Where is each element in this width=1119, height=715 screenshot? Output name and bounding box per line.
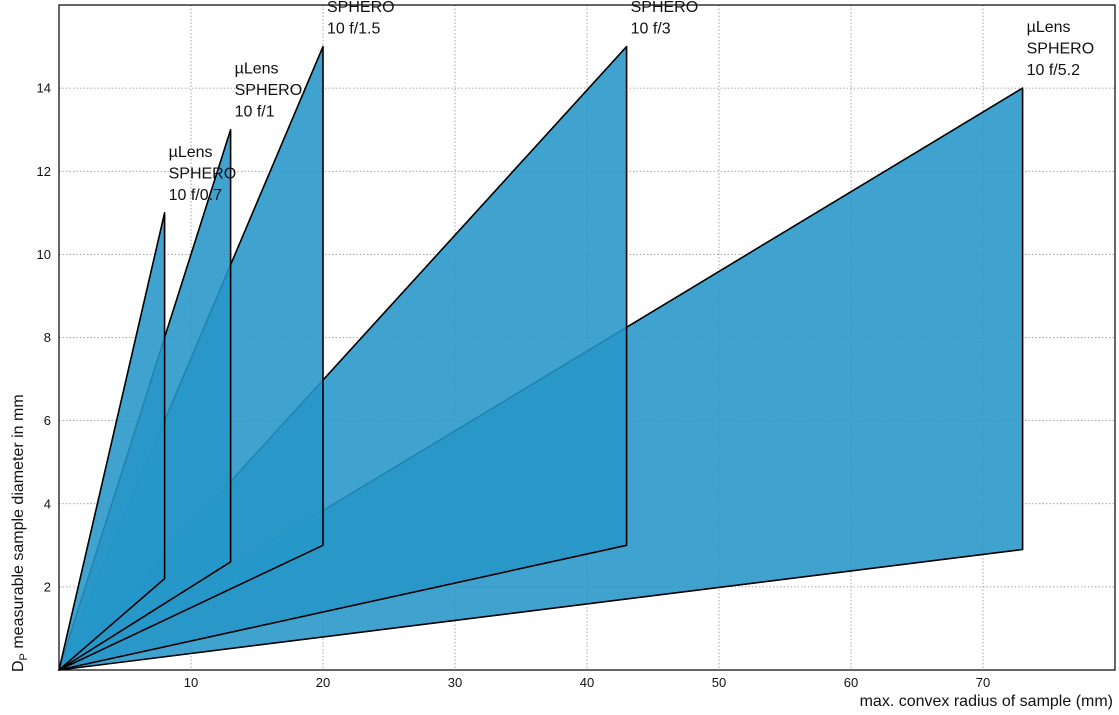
series-label-line: SPHERO bbox=[169, 165, 237, 182]
series-label: µLens SPHERO 10 f/5.2 bbox=[1027, 19, 1095, 79]
y-tick-label: 12 bbox=[37, 164, 51, 179]
series-label: µLens SPHERO 10 f/1 bbox=[235, 61, 303, 121]
x-tick-label: 60 bbox=[844, 675, 858, 690]
series-label-line: µLens bbox=[169, 144, 213, 161]
x-tick-label: 40 bbox=[580, 675, 594, 690]
y-tick-label: 4 bbox=[44, 496, 51, 511]
y-axis-title-rest: measurable sample diameter in mm bbox=[10, 394, 27, 653]
y-tick-label: 10 bbox=[37, 247, 51, 262]
y-axis-title: DP measurable sample diameter in mm bbox=[10, 394, 30, 672]
plot-frame bbox=[58, 4, 1116, 671]
y-tick-label: 2 bbox=[44, 579, 51, 594]
series-label-line: SPHERO bbox=[1027, 41, 1095, 58]
series-label-line: 10 f/3 bbox=[631, 21, 671, 38]
y-tick-label: 14 bbox=[37, 81, 51, 96]
x-tick-label: 30 bbox=[448, 675, 462, 690]
series-label-line: SPHERO bbox=[235, 82, 303, 99]
x-tick-label: 10 bbox=[184, 675, 198, 690]
series-regions bbox=[58, 45, 1024, 671]
tick-labels: 10 20 30 40 50 60 70 2 4 6 8 10 12 14 bbox=[37, 81, 991, 690]
series-labels: µLens SPHERO 10 f/5.2 µLens SPHERO 10 f/3 µLen… bbox=[169, 0, 1095, 204]
x-tick-label: 70 bbox=[976, 675, 990, 690]
y-tick-label: 6 bbox=[44, 413, 51, 428]
series-label-line: SPHERO bbox=[631, 0, 699, 16]
series-region bbox=[58, 212, 166, 671]
series-label-line: 10 f/0.7 bbox=[169, 187, 222, 204]
x-tick-label: 50 bbox=[712, 675, 726, 690]
y-axis-title-main: D bbox=[10, 660, 27, 672]
x-tick-label: 20 bbox=[316, 675, 330, 690]
x-axis-title: max. convex radius of sample (mm) bbox=[860, 693, 1113, 710]
series-label-line: 10 f/1 bbox=[235, 104, 275, 121]
series-label-line: µLens bbox=[1027, 19, 1071, 36]
series-label-line: 10 f/5.2 bbox=[1027, 62, 1080, 79]
series-label-line: µLens bbox=[235, 61, 279, 78]
series-label-line: 10 f/1.5 bbox=[327, 21, 380, 38]
y-tick-label: 8 bbox=[44, 330, 51, 345]
series-label: µLens SPHERO 10 f/0.7 bbox=[169, 144, 237, 204]
series-label-line: SPHERO bbox=[327, 0, 395, 16]
y-axis-title-sub: P bbox=[18, 653, 30, 660]
